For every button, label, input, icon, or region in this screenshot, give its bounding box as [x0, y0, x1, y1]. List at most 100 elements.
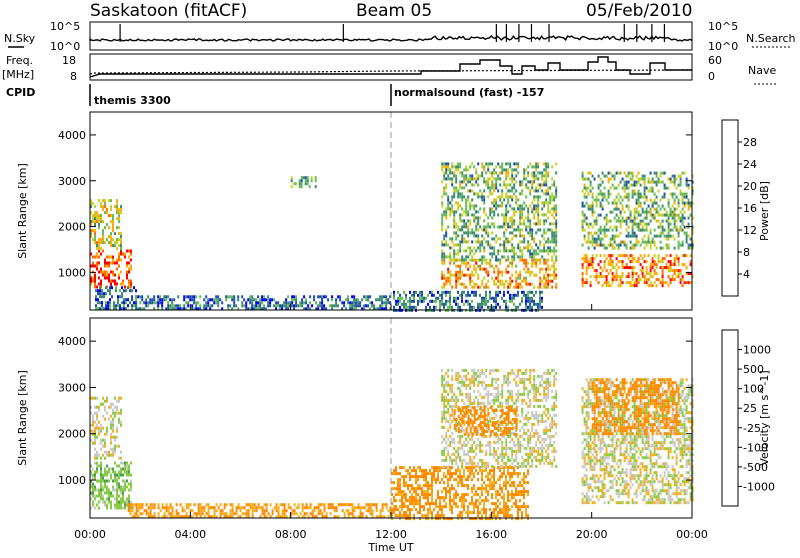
heatmap-cell [483, 465, 485, 468]
heatmap-cell [457, 189, 459, 192]
heatmap-cell [505, 177, 507, 180]
heatmap-cell [549, 268, 551, 271]
heatmap-cell [110, 507, 112, 510]
heatmap-cell [497, 499, 499, 502]
heatmap-cell [128, 471, 130, 474]
heatmap-cell [668, 223, 670, 226]
heatmap-cell [533, 249, 535, 252]
heatmap-cell [94, 274, 96, 277]
heatmap-cell [630, 241, 632, 244]
heatmap-cell [606, 220, 608, 223]
heatmap-cell [467, 213, 469, 216]
heatmap-cell [590, 223, 592, 226]
heatmap-cell [622, 178, 624, 181]
heatmap-cell [483, 219, 485, 222]
heatmap-cell [507, 496, 509, 499]
heatmap-cell [521, 478, 523, 481]
heatmap-cell [644, 178, 646, 181]
heatmap-cell [457, 207, 459, 210]
heatmap-cell [489, 262, 491, 265]
heatmap-cell [553, 237, 555, 240]
heatmap-cell [656, 263, 658, 266]
heatmap-cell [154, 503, 156, 506]
heatmap-cell [104, 504, 106, 507]
heatmap-cell [596, 205, 598, 208]
heatmap-cell [527, 268, 529, 271]
heatmap-cell [318, 506, 320, 509]
heatmap-cell [244, 512, 246, 515]
heatmap-cell [379, 295, 381, 298]
heatmap-cell [417, 502, 419, 505]
heatmap-cell [211, 304, 213, 307]
heatmap-cell [634, 284, 636, 287]
heatmap-cell [427, 514, 429, 517]
heatmap-cell [618, 217, 620, 220]
heatmap-cell [441, 255, 443, 258]
heatmap-cell [586, 254, 588, 257]
heatmap-cell [196, 512, 198, 515]
heatmap-cell [449, 294, 451, 297]
heatmap-cell [461, 435, 463, 438]
heatmap-cell [443, 414, 445, 417]
heatmap-cell [648, 254, 650, 257]
heatmap-cell [473, 375, 475, 378]
heatmap-cell [582, 214, 584, 217]
heatmap-cell [499, 237, 501, 240]
heatmap-cell [230, 509, 232, 512]
heatmap-cell [104, 199, 106, 202]
heatmap-cell [331, 295, 333, 298]
heatmap-cell [467, 487, 469, 490]
heatmap-cell [441, 286, 443, 289]
heatmap-cell [640, 263, 642, 266]
heatmap-cell [491, 393, 493, 396]
heatmap-cell [324, 503, 326, 506]
heatmap-cell [92, 424, 94, 427]
heatmap-cell [642, 220, 644, 223]
heatmap-cell [682, 229, 684, 232]
heatmap-cell [469, 384, 471, 387]
heatmap-cell [94, 205, 96, 208]
heatmap-cell [471, 228, 473, 231]
heatmap-cell [535, 174, 537, 177]
heatmap-cell [131, 298, 133, 301]
heatmap-cell [104, 486, 106, 489]
heatmap-cell [441, 165, 443, 168]
heatmap-cell [479, 402, 481, 405]
heatmap-cell [491, 216, 493, 219]
heatmap-cell [455, 277, 457, 280]
heatmap-cell [443, 213, 445, 216]
heatmap-cell [314, 506, 316, 509]
heatmap-cell [269, 304, 271, 307]
heatmap-cell [688, 226, 690, 229]
heatmap-cell [465, 393, 467, 396]
heatmap-cell [477, 265, 479, 268]
heatmap-cell [477, 487, 479, 490]
heatmap-cell [317, 295, 319, 298]
heatmap-cell [509, 162, 511, 165]
heatmap-cell [477, 246, 479, 249]
heatmap-cell [517, 165, 519, 168]
heatmap-cell [99, 295, 101, 298]
heatmap-cell [415, 481, 417, 484]
heatmap-cell [636, 235, 638, 238]
heatmap-cell [407, 484, 409, 487]
heatmap-cell [489, 514, 491, 517]
heatmap-cell [360, 506, 362, 509]
heatmap-cell [116, 400, 118, 403]
heatmap-cell [108, 492, 110, 495]
heatmap-cell [213, 301, 215, 304]
heatmap-cell [507, 189, 509, 192]
heatmap-cell [652, 187, 654, 190]
heatmap-cell [193, 301, 195, 304]
heatmap-cell [688, 217, 690, 220]
heatmap-cell [582, 266, 584, 269]
heatmap-cell [166, 509, 168, 512]
heatmap-cell [125, 298, 127, 301]
heatmap-cell [547, 201, 549, 204]
heatmap-cell [499, 225, 501, 228]
heatmap-cell [307, 182, 309, 185]
heatmap-cell [459, 294, 461, 297]
heatmap-cell [441, 168, 443, 171]
heatmap-cell [477, 499, 479, 502]
heatmap-cell [423, 478, 425, 481]
